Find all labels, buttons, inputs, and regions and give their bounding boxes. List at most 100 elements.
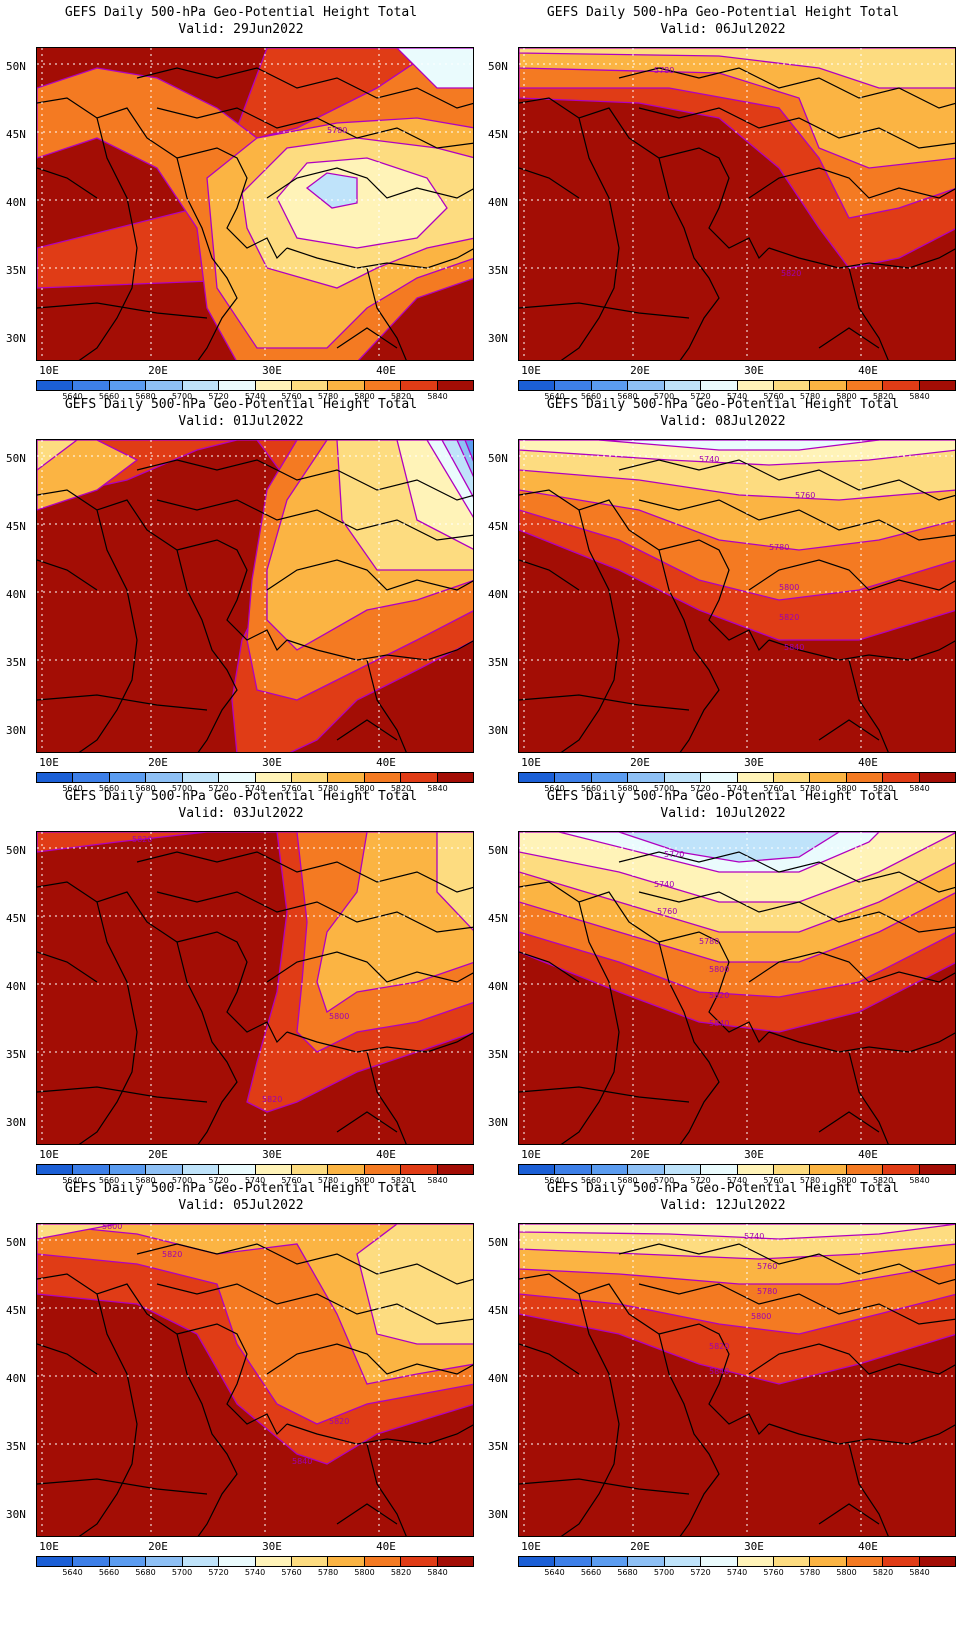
panel-title: GEFS Daily 500-hPa Geo-Potential Height … [64, 1181, 418, 1196]
height-band [519, 1224, 955, 1240]
colorbar-segment [109, 1165, 147, 1174]
latitude-label: 35N [6, 656, 26, 669]
longitude-label: 20E [630, 1540, 650, 1553]
colorbar-segment [109, 1557, 147, 1566]
longitude-label: 40E [376, 1540, 396, 1553]
coastline [37, 1086, 208, 1103]
colorbar-label: 5840 [909, 1568, 930, 1577]
longitude-label: 10E [39, 1540, 59, 1553]
coastline [658, 931, 770, 1044]
coastline [156, 891, 473, 933]
height-band [519, 48, 955, 89]
height-band [436, 832, 473, 931]
colorbar-segment [109, 773, 147, 782]
colorbar-segment [73, 381, 110, 390]
height-band [37, 1224, 118, 1240]
coastline [519, 1478, 690, 1495]
contour-label: 5800 [751, 1312, 771, 1321]
longitude-label: 10E [521, 756, 541, 769]
colorbar-segment [591, 1557, 629, 1566]
contour-label: 5740 [654, 880, 674, 889]
colorbar-label: 5640 [544, 1176, 565, 1185]
colorbar-label: 5760 [281, 784, 302, 793]
latitude-label: 50N [6, 60, 26, 73]
coastline [37, 1478, 208, 1495]
latitude-label: 35N [6, 1048, 26, 1061]
longitude-label: 30E [262, 1148, 282, 1161]
colorbar-label: 5800 [354, 392, 375, 401]
height-band [618, 832, 841, 863]
panel-valid-date: Valid: 29Jun2022 [178, 22, 304, 37]
colorbar-segment [810, 773, 847, 782]
colorbar [36, 1556, 474, 1567]
colorbar-label: 5680 [135, 784, 156, 793]
longitude-label: 10E [521, 1540, 541, 1553]
colorbar-label: 5800 [354, 1568, 375, 1577]
coastline [266, 559, 473, 591]
panel-title: GEFS Daily 500-hPa Geo-Potential Height … [64, 5, 418, 20]
colorbar-segment [628, 1165, 665, 1174]
latitude-label: 50N [6, 452, 26, 465]
coastline [768, 247, 955, 269]
map-panel: GEFS Daily 500-hPa Geo-Potential Height … [482, 392, 964, 802]
latitude-label: 30N [6, 1508, 26, 1521]
longitude-label: 20E [630, 364, 650, 377]
coastline [37, 881, 238, 1144]
colorbar-segment [255, 1557, 292, 1566]
colorbar-segment [883, 1165, 920, 1174]
colorbar-label: 5720 [208, 392, 229, 401]
colorbar-label: 5760 [763, 1568, 784, 1577]
colorbar-label: 5760 [763, 784, 784, 793]
latitude-label: 45N [6, 520, 26, 533]
colorbar-label: 5720 [208, 1568, 229, 1577]
coastline [638, 891, 955, 933]
colorbar-label: 5800 [836, 1176, 857, 1185]
latitude-label: 45N [6, 128, 26, 141]
coastline [748, 951, 955, 983]
colorbar-segment [255, 773, 292, 782]
coastline [336, 327, 398, 349]
contour-label: 5760 [657, 907, 677, 916]
latitude-label: 30N [488, 1508, 508, 1521]
colorbar-label: 5820 [872, 392, 894, 401]
colorbar-segment [628, 1557, 665, 1566]
longitude-label: 20E [148, 364, 168, 377]
colorbar-segment [919, 381, 956, 390]
colorbar-labels: 5640 5660 5680 5700 5720 5740 5760 5780 5800 5820… [518, 784, 956, 796]
latitude-label: 50N [488, 452, 508, 465]
colorbar-label: 5760 [763, 392, 784, 401]
colorbar-segment [37, 1165, 74, 1174]
colorbar-label: 5740 [726, 784, 748, 793]
coastline [286, 639, 473, 661]
colorbar-segment [437, 1165, 474, 1174]
colorbar-label: 5800 [836, 392, 857, 401]
longitude-label: 30E [262, 1540, 282, 1553]
colorbar-label: 5640 [544, 1568, 565, 1577]
coastline [519, 489, 720, 752]
latitude-label: 45N [6, 1304, 26, 1317]
colorbar-label: 5780 [317, 392, 339, 401]
coastline [37, 1273, 238, 1536]
map-panel: GEFS Daily 500-hPa Geo-Potential Height … [0, 784, 482, 1194]
coastline [336, 1111, 398, 1133]
coastline [618, 459, 955, 501]
colorbar-segment [364, 1557, 402, 1566]
coastline [266, 951, 473, 983]
colorbar-segment [737, 1165, 774, 1174]
colorbar-segment [664, 381, 702, 390]
colorbar-segment [773, 381, 811, 390]
colorbar-label: 5760 [281, 392, 302, 401]
colorbar-segment [182, 1165, 220, 1174]
latitude-label: 45N [6, 912, 26, 925]
map-panel: GEFS Daily 500-hPa Geo-Potential Height … [482, 784, 964, 1194]
colorbar-segment [701, 773, 738, 782]
contour-label: 5820 [779, 613, 799, 622]
colorbar-segment [591, 1165, 629, 1174]
geopotential-height-map: 5800 5820 5820 5840 [36, 1223, 474, 1537]
coastline [37, 951, 98, 983]
colorbar-label: 5840 [427, 1176, 448, 1185]
colorbar-segment [846, 773, 884, 782]
coastline [266, 167, 473, 199]
colorbar-segment [810, 381, 847, 390]
coastline [519, 1086, 690, 1103]
